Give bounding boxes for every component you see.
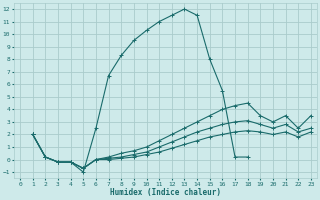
X-axis label: Humidex (Indice chaleur): Humidex (Indice chaleur) xyxy=(110,188,221,197)
